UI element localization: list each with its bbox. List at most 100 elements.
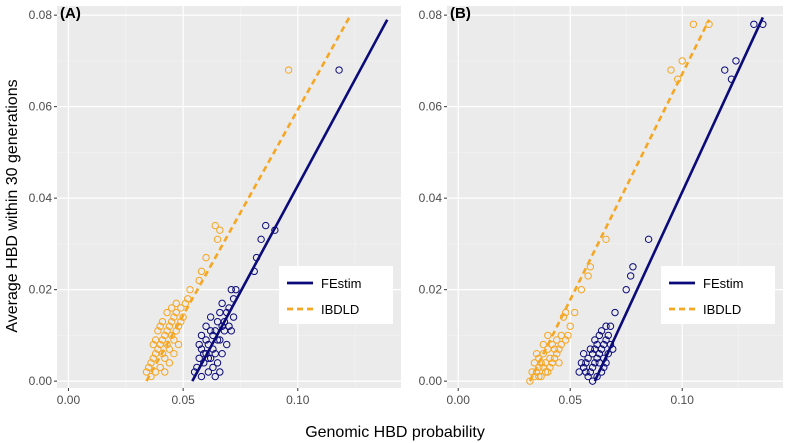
ibdld-point: [174, 340, 183, 349]
festim-point: [202, 322, 210, 330]
ibdld-point: [181, 299, 190, 308]
festim-point: [225, 322, 233, 330]
ibdld-point: [179, 313, 187, 321]
ibdld-point: [172, 299, 180, 308]
y-tick-label: 0.04: [419, 191, 443, 205]
ibdld-point: [216, 226, 224, 234]
ibdld-point: [158, 317, 167, 326]
festim-point: [606, 322, 615, 330]
ibdld-point: [577, 285, 586, 294]
festim-point: [591, 359, 599, 367]
festim-point: [197, 331, 206, 340]
festim-point: [216, 368, 224, 376]
ibdld-point: [544, 331, 552, 340]
legend-label-ibdld: IBDLD: [703, 302, 741, 317]
festim-point: [595, 331, 604, 340]
panel-label: (A): [60, 5, 81, 22]
festim-point: [597, 327, 606, 335]
ibdld-point: [678, 57, 686, 65]
ibdld-point: [167, 331, 176, 340]
ibdld-point: [163, 340, 171, 349]
ibdld-point: [555, 345, 563, 353]
ibdld-point: [557, 331, 565, 340]
ibdld-point: [526, 377, 534, 385]
ibdld-point: [550, 354, 559, 362]
ibdld-point: [167, 317, 176, 326]
x-tick-label: 0.05: [171, 393, 195, 407]
ibdld-point: [541, 359, 550, 367]
festim-point: [206, 313, 215, 321]
ibdld-point: [213, 235, 222, 244]
ibdld-point: [602, 235, 610, 244]
ibdld-point: [149, 340, 158, 349]
y-tick-label: 0.02: [29, 283, 53, 297]
ibdld-point: [539, 340, 548, 349]
y-tick-label: 0.04: [29, 191, 53, 205]
festim-point: [197, 345, 206, 353]
ibdld-point: [211, 221, 219, 230]
ibdld-point: [177, 304, 185, 312]
y-tick-label: 0.00: [29, 374, 53, 388]
festim-point: [732, 57, 740, 65]
ibdld-point: [553, 349, 561, 358]
panel-background: [447, 6, 783, 388]
legend-label-festim: FEstim: [321, 276, 361, 291]
festim-point: [584, 354, 592, 362]
x-tick-label: 0.00: [57, 393, 81, 407]
panel-background: [57, 6, 401, 388]
ibdld-point: [667, 66, 675, 74]
ibdld-point: [163, 308, 171, 317]
festim-point: [218, 349, 226, 358]
festim-point: [261, 221, 270, 230]
ibdld-point: [145, 363, 153, 372]
ibdld-point: [174, 322, 183, 330]
festim-point: [216, 308, 224, 317]
y-tick-label: 0.08: [419, 8, 443, 22]
ibdld-fit-line: [528, 19, 711, 382]
ibdld-point: [586, 263, 595, 271]
y-tick-label: 0.06: [29, 100, 53, 114]
y-tick-label: 0.06: [419, 100, 443, 114]
festim-point: [575, 368, 583, 376]
festim-point: [227, 327, 235, 335]
ibdld-point: [553, 336, 561, 344]
ibdld-point: [530, 359, 539, 367]
ibdld-point: [566, 322, 574, 330]
x-tick-label: 0.10: [671, 393, 695, 407]
festim-point: [721, 66, 729, 74]
ibdld-point: [172, 308, 180, 317]
festim-point: [213, 359, 222, 367]
festim-fit-line: [191, 19, 389, 382]
ibdld-point: [170, 349, 178, 358]
ibdld-point: [535, 372, 543, 381]
ibdld-point: [541, 368, 550, 376]
ibdld-point: [161, 354, 169, 362]
ibdld-point: [170, 313, 178, 321]
festim-point: [644, 235, 653, 244]
festim-point: [591, 336, 599, 344]
festim-point: [223, 340, 231, 349]
festim-point: [750, 20, 758, 28]
ibdld-point: [165, 322, 174, 330]
festim-point: [588, 363, 597, 372]
ibdld-point: [570, 308, 579, 317]
x-tick-label: 0.05: [559, 393, 583, 407]
festim-point: [591, 345, 599, 353]
y-tick-label: 0.00: [419, 374, 443, 388]
legend-label-festim: FEstim: [703, 276, 743, 291]
festim-point: [593, 340, 601, 349]
festim-point: [197, 372, 206, 381]
ibdld-point: [550, 345, 559, 353]
ibdld-point: [562, 336, 570, 344]
festim-point: [602, 322, 610, 330]
ibdld-point: [156, 363, 164, 372]
y-axis-title: Average HBD within 30 generations: [4, 79, 21, 332]
ibdld-point: [170, 336, 178, 344]
festim-point: [257, 235, 265, 244]
festim-point: [588, 349, 597, 358]
festim-point: [195, 354, 203, 362]
ibdld-point: [186, 285, 194, 294]
ibdld-point: [555, 359, 563, 367]
ibdld-point: [584, 272, 592, 280]
